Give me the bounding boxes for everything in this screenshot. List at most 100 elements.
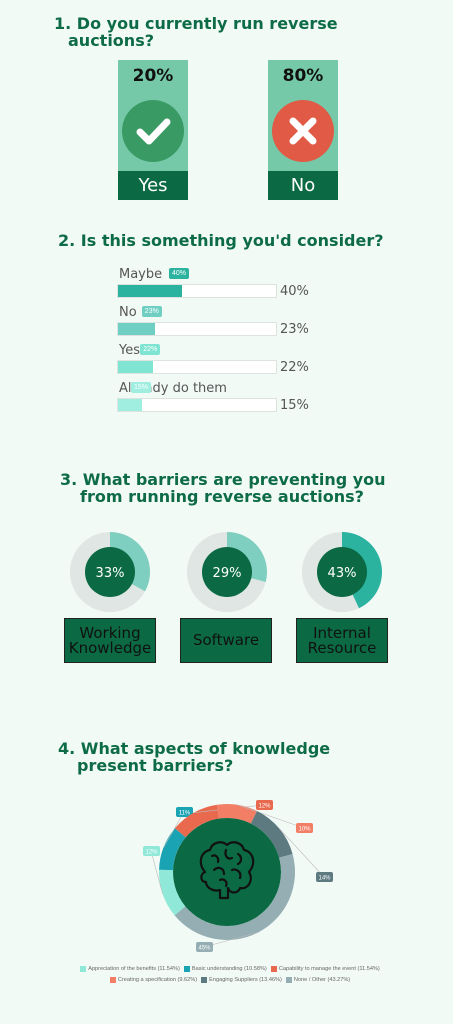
- q2-bar-label: Maybe: [119, 267, 163, 282]
- q3-barrier-label-line1: Internal: [313, 623, 371, 642]
- q4-legend-label: Creating a specification (9.62%): [117, 977, 198, 983]
- brain-icon-stroke: [230, 868, 242, 880]
- q4-callout-line: [203, 932, 259, 948]
- q4-donut-slice: [250, 810, 293, 858]
- q3-barrier-label-line1: Working: [79, 623, 141, 642]
- q4-callout-line: [150, 850, 163, 895]
- q1-no-pct: 80%: [282, 66, 324, 86]
- q1-title: 1. Do you currently run reverse auctions…: [54, 15, 338, 49]
- q2-bar-label: No: [119, 305, 137, 320]
- q4-donut-slice: [174, 853, 295, 940]
- brain-icon: [199, 841, 255, 900]
- q4-callout-box: [176, 807, 193, 817]
- q1-yes-pct: 20%: [132, 66, 174, 86]
- q2-bar-track: [117, 322, 277, 336]
- q4-legend-item: None / Other (43.27%): [285, 976, 351, 983]
- q2-bar-track: [117, 284, 277, 298]
- q4-number: 4.: [58, 739, 76, 758]
- q4-legend-swatch: [201, 976, 208, 983]
- q4-callout-line: [237, 804, 305, 829]
- q2-title: 2. Is this something you'd consider?: [58, 232, 384, 249]
- q3-donut-pct: 29%: [213, 566, 242, 581]
- brain-icon-stroke: [199, 841, 255, 900]
- q4-legend-label: None / Other (43.27%): [293, 977, 351, 983]
- brain-icon-stroke: [218, 878, 228, 888]
- q2-bar-fill: [118, 399, 142, 411]
- q4-callout-label: 12%: [258, 804, 271, 810]
- q2-bar-track: [117, 360, 277, 374]
- brain-icon-stroke: [236, 852, 243, 866]
- q3-barrier-label-line1: Software: [192, 631, 260, 649]
- brain-icon-stroke: [210, 854, 220, 864]
- q4-donut-chart: 12% 11% 12% 10% 14% 45%: [143, 800, 333, 952]
- q4-legend-item: Basic understanding (10.58%): [183, 965, 267, 972]
- q2-bar-fill: [118, 361, 154, 373]
- q3-donut-pct: 43%: [328, 566, 357, 581]
- q2-bar-bubble: 22%: [140, 344, 161, 355]
- q4-legend-swatch: [183, 965, 190, 972]
- q3-donut-center: [85, 547, 135, 597]
- q3-barrier-label: Internal Resource: [296, 618, 388, 663]
- q2-bar-fill: [118, 323, 155, 335]
- q4-legend-item: Creating a specification (9.62%): [109, 976, 198, 983]
- q2-bar-pct: 23%: [280, 322, 309, 337]
- brain-icon-stroke: [224, 848, 234, 860]
- q4-callout-label: 12%: [145, 850, 158, 856]
- q1-number: 1.: [54, 14, 72, 33]
- q3-barrier-label-line2: Knowledge: [68, 638, 152, 657]
- q1-title-line1: Do you currently run reverse: [76, 14, 338, 33]
- q4-legend: Appreciation of the benefits (11.54%) Bas…: [60, 964, 400, 986]
- q4-legend-label: Basic understanding (10.58%): [191, 966, 267, 972]
- q3-barrier-label: Working Knowledge: [64, 618, 156, 663]
- q1-no-card: 80% No: [268, 60, 338, 200]
- q2-bar-track: [117, 398, 277, 412]
- q4-callout-box: [256, 800, 273, 810]
- q4-callout-box: [196, 942, 213, 952]
- q2-bar-row: Maybe 40% 40%: [117, 266, 317, 299]
- q3-donut-center: [202, 547, 252, 597]
- q2-bar-fill: [118, 285, 182, 297]
- q4-title-line2: present barriers?: [77, 756, 234, 775]
- q2-number: 2.: [58, 231, 76, 250]
- q3-donut: 33%: [70, 532, 150, 612]
- q4-legend-label: Engaging Suppliers (13.46%): [209, 977, 282, 983]
- q2-bar-pct: 22%: [280, 360, 309, 375]
- cross-icon: [270, 98, 336, 164]
- q4-legend-label: Capability to manage the event (11.54%): [278, 966, 380, 972]
- q4-title-line1: What aspects of knowledge: [80, 739, 331, 758]
- q4-callout-line: [163, 811, 185, 848]
- q4-legend-swatch: [270, 965, 277, 972]
- q4-legend-swatch: [80, 965, 87, 972]
- q3-donut-center: [317, 547, 367, 597]
- q3-donut-pct: 33%: [96, 566, 125, 581]
- q2-bar-bubble: 23%: [141, 306, 162, 317]
- q4-callout-box: [296, 823, 313, 833]
- q3-title-line1: What barriers are preventing you: [82, 470, 386, 489]
- q4-legend-item: Capability to manage the event (11.54%): [270, 965, 380, 972]
- q4-legend-label: Appreciation of the benefits (11.54%): [88, 966, 180, 972]
- q3-title: 3. What barriers are preventing you from…: [60, 471, 386, 505]
- q2-bar-label: Yes: [119, 343, 140, 358]
- q4-donut-center: [173, 818, 281, 926]
- q2-bar-row: Yes 22% 22%: [117, 342, 317, 375]
- q2-bar-bubble: 40%: [169, 268, 190, 279]
- q4-legend-item: Engaging Suppliers (13.46%): [201, 976, 282, 983]
- q3-donut: 43%: [302, 532, 382, 612]
- q4-donut-slice: [217, 804, 258, 824]
- q3-number: 3.: [60, 470, 78, 489]
- q4-legend-item: Appreciation of the benefits (11.54%): [80, 965, 180, 972]
- q2-bar-row: Already do them 15% 15%: [117, 380, 317, 413]
- q4-callout-box: [143, 846, 160, 856]
- q2-title-text: Is this something you'd consider?: [80, 231, 384, 250]
- checkmark-icon: [120, 98, 186, 164]
- q4-callout-box: [316, 872, 333, 882]
- q4-donut-slice: [174, 804, 220, 838]
- q2-bar-pct: 40%: [280, 284, 309, 299]
- q4-callout-line: [279, 828, 325, 878]
- q2-bar-row: No 23% 23%: [117, 304, 317, 337]
- q4-callout-label: 45%: [198, 946, 211, 952]
- q3-title-line2: from running reverse auctions?: [80, 487, 364, 506]
- q3-barrier-label: Software: [180, 618, 272, 663]
- q4-legend-swatch: [109, 976, 116, 983]
- q4-callout-label: 14%: [318, 876, 331, 882]
